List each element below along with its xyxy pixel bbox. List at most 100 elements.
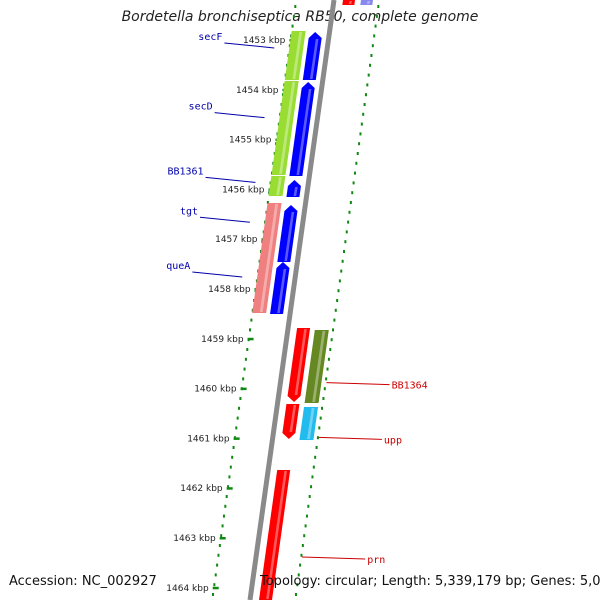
scale-dot xyxy=(375,14,378,18)
scale-dot xyxy=(326,367,329,371)
scale-dot xyxy=(369,63,372,67)
scale-dot xyxy=(238,406,241,410)
gene-reverse-sheen xyxy=(312,331,326,402)
scale-dot xyxy=(303,534,306,538)
scale-tick-label: 1462 kbp xyxy=(180,484,223,494)
scale-tick-label: 1458 kbp xyxy=(208,285,251,295)
scale-dot xyxy=(353,171,356,175)
gene-label-forward: tgt xyxy=(180,206,198,217)
scale-dot xyxy=(367,73,370,77)
scale-dot xyxy=(216,563,219,567)
gene-forward-sheen xyxy=(276,177,282,195)
scale-dot xyxy=(232,446,235,449)
gene-reverse xyxy=(304,330,329,403)
scale-dot xyxy=(327,357,330,361)
scale-dot xyxy=(366,83,369,87)
cds-reverse xyxy=(287,328,311,402)
cds-reverse xyxy=(259,470,291,600)
scale-dot xyxy=(221,524,224,528)
cds-forward xyxy=(277,205,298,262)
scale-dot xyxy=(227,485,230,489)
gene-reverse xyxy=(360,0,373,5)
scale-dot xyxy=(231,455,234,459)
scale-tick-label: 1463 kbp xyxy=(173,534,216,544)
cds-forward-sheen xyxy=(277,269,287,313)
scale-dot xyxy=(308,495,311,498)
scale-dot xyxy=(373,34,376,38)
scale-dot xyxy=(359,132,362,136)
scale-dot xyxy=(352,181,355,185)
gene-forward-sheen xyxy=(279,82,296,174)
scale-tick xyxy=(233,437,240,440)
gene-forward xyxy=(252,203,282,313)
scale-dot xyxy=(362,112,365,116)
feature-tracks xyxy=(252,0,373,600)
scale-dot xyxy=(235,426,238,430)
scale-dot xyxy=(292,14,295,18)
scale-dot xyxy=(333,318,336,322)
cds-forward-sheen xyxy=(296,89,312,175)
gene-leader-line xyxy=(214,112,265,119)
scale-dot xyxy=(360,122,363,126)
scale-dot xyxy=(377,5,380,8)
scale-dot xyxy=(348,210,351,214)
scale-dot xyxy=(347,220,350,224)
gene-forward xyxy=(284,31,306,80)
gene-label-forward: secD xyxy=(189,102,213,113)
scale-tick-label: 1464 kbp xyxy=(166,584,209,594)
scale-dot xyxy=(312,465,315,469)
cds-reverse-sheen xyxy=(289,405,297,432)
scale-dot xyxy=(316,436,319,440)
scale-dot xyxy=(355,161,358,165)
scale-tick-label: 1460 kbp xyxy=(194,385,237,395)
gene-reverse-sheen xyxy=(366,1,370,4)
scale-dot xyxy=(218,544,221,547)
scale-dot xyxy=(345,230,348,234)
scale-dot xyxy=(301,544,304,547)
scale-dot xyxy=(343,250,345,253)
gene-leader-line xyxy=(224,42,275,49)
scale-ticks: 1453 kbp 1454 kbp 1455 kbp 1456 kbp 1457 kbp… xyxy=(166,36,296,594)
scale-dot xyxy=(228,475,231,479)
scale-dots-right xyxy=(294,5,380,596)
scale-dot xyxy=(358,142,361,146)
scale-dot xyxy=(304,524,307,528)
scale-dot xyxy=(319,416,322,420)
scale-dot xyxy=(220,534,223,538)
scale-dot xyxy=(213,583,216,587)
cds-forward xyxy=(289,82,315,176)
scale-tick xyxy=(247,337,254,341)
scale-dot xyxy=(329,348,332,351)
scale-dot xyxy=(364,93,367,97)
scale-dot xyxy=(266,201,269,204)
gene-leader-line xyxy=(205,176,256,183)
scale-dot xyxy=(370,54,373,57)
scale-dot xyxy=(323,387,326,391)
scale-dot xyxy=(310,485,313,489)
scale-dot xyxy=(299,563,302,567)
gene-labels: secF secD BB1361 tgt queA BB1364 upp prn xyxy=(166,32,427,566)
cds-forward xyxy=(286,180,301,197)
scale-dot xyxy=(315,446,318,449)
topology-text: Topology: circular; Length: 5,339,179 bp… xyxy=(260,574,600,589)
scale-tick-label: 1455 kbp xyxy=(229,136,272,146)
scale-dot xyxy=(236,416,239,420)
cds-forward xyxy=(270,262,290,314)
scale-dot xyxy=(291,24,294,28)
gene-forward xyxy=(268,176,286,196)
scale-dot xyxy=(356,152,359,155)
scale-dot xyxy=(325,377,328,381)
cds-reverse xyxy=(282,404,300,439)
gene-reverse-sheen xyxy=(307,408,315,439)
map-title: Bordetella bronchiseptica RB50, complete… xyxy=(121,9,479,25)
genome-backbone xyxy=(247,0,337,600)
scale-dot xyxy=(340,269,343,273)
scale-tick-label: 1453 kbp xyxy=(243,36,286,46)
scale-tick-label: 1456 kbp xyxy=(222,185,265,195)
gene-forward xyxy=(271,81,299,175)
scale-dot xyxy=(336,299,339,302)
scale-dot xyxy=(224,504,227,508)
scale-dot xyxy=(239,397,242,400)
gene-label-reverse: BB1364 xyxy=(392,381,428,392)
scale-tick xyxy=(226,487,233,490)
